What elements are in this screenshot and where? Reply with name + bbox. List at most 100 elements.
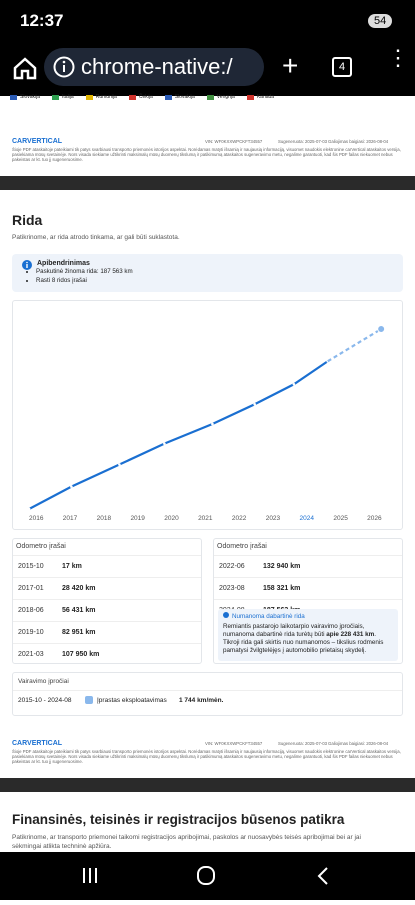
expires: Galiojimas baigiasi: 2026-08-04 (328, 139, 389, 144)
disclaimer: Šioje PDF ataskaitoje pateikiami tik pat… (12, 749, 401, 765)
flag: Rumunija (85, 94, 117, 100)
table-row: 2017-01 28 420 km (13, 577, 201, 599)
flag: Slovakija (164, 94, 195, 100)
recents-button[interactable] (83, 868, 97, 883)
mileage-line (327, 328, 382, 363)
x-tick-label: 2016 (29, 515, 44, 522)
mileage-chart: 2016 2017 2018 2019 2020 2021 2022 2023 2024 2025… (12, 300, 403, 530)
generated: Sugeneruota: 2025-07-03 (278, 139, 327, 144)
table-cell: 56 431 km (62, 607, 96, 614)
flag: Italija (52, 94, 74, 100)
home-nav-button[interactable] (197, 866, 215, 885)
section-title: Rida (12, 212, 43, 228)
data-point (253, 402, 256, 406)
logo: CARVERTICAL (12, 740, 63, 747)
flag-label: Italija (62, 94, 74, 100)
table-cell: 132 940 km (263, 563, 301, 570)
flag-icon (52, 94, 60, 100)
table-cell: 82 951 km (62, 629, 96, 636)
flag-icon (246, 94, 254, 100)
section-subtitle: Patikrinome, ar rida atrodo tinkama, ar … (12, 234, 180, 241)
table-row: 2019-10 82 951 km (13, 621, 201, 643)
flag: Vengrija (206, 94, 235, 100)
x-tick-label: 2023 (266, 515, 281, 522)
table-cell: 28 420 km (62, 585, 96, 592)
estimate-box: Numanoma dabartinė rida Remiantis pastar… (218, 609, 398, 661)
data-point (292, 382, 296, 386)
top-bar: 12:37 54 chrome-native:/ + 4 ⋮ (0, 0, 415, 96)
generated: Sugeneruota: 2025-07-03 (278, 741, 327, 746)
habits-title: Vairavimo įpročiai (18, 678, 69, 685)
table-cell: 2015-10 (18, 563, 44, 570)
table-title: Odometro įrašai (217, 543, 267, 550)
data-point (27, 507, 31, 511)
x-tick-label: 2022 (232, 515, 247, 522)
flag: Čekija (128, 94, 153, 100)
summary-title: Apibendrinimas (37, 260, 90, 267)
nav-bar (0, 852, 415, 900)
separator (0, 176, 415, 190)
estimate-highlight: apie 228 431 km (326, 631, 375, 638)
disclaimer: Šioje PDF ataskaitoje pateikiami tik pat… (12, 147, 401, 163)
vin: VIN: WF0KXXWPCKFT34557 (205, 741, 263, 746)
habits-swatch (85, 696, 93, 704)
x-tick-label: 2026 (367, 515, 382, 522)
table-cell: 107 950 km (62, 651, 100, 658)
estimate-after: . Tikroji rida gali skirtis nuo numanomo… (223, 631, 384, 654)
flag: Kanada (246, 94, 275, 100)
odometer-table: Odometro įrašai 2015-10 17 km 2017-01 28 420… (12, 538, 202, 664)
mileage-line (28, 360, 329, 510)
new-tab[interactable]: + (282, 50, 299, 81)
estimate-title-text: Numanoma dabartinė rida (232, 613, 305, 620)
x-tick-label: 2025 (333, 515, 348, 522)
x-tick-label: 2020 (164, 515, 179, 522)
back-button[interactable] (317, 867, 328, 885)
flag: Slovakija (10, 94, 40, 100)
table-cell: 17 km (62, 563, 82, 570)
x-tick-label: 2021 (198, 515, 213, 522)
separator (0, 778, 415, 792)
home-button[interactable] (12, 56, 38, 80)
table-row: 2022-06 132 940 km (214, 555, 402, 577)
table-cell: 2018-06 (18, 607, 44, 614)
x-tick-label: 2017 (63, 515, 78, 522)
battery: 54 (368, 14, 393, 28)
table-row: 2018-06 56 431 km (13, 599, 201, 621)
menu[interactable]: ⋮ (387, 45, 409, 70)
data-point (118, 463, 121, 466)
flag-label: Slovakija (174, 94, 195, 100)
summary-box: Apibendrinimas Paskutinė žinoma rida: 18… (12, 254, 403, 292)
nav-icons (83, 866, 328, 885)
url-box[interactable]: chrome-native:/ (44, 48, 264, 86)
habits-period: 2015-10 - 2024-08 (18, 697, 72, 704)
flag-label: Vengrija (216, 94, 235, 100)
summary-list: Paskutinė žinoma rida: 187 563 km Rasti … (26, 267, 326, 285)
data-point (70, 485, 73, 488)
flag-label: Kanada (256, 94, 275, 100)
flag-label: Čekija (138, 94, 153, 100)
table-cell: 2021-03 (18, 651, 44, 658)
habits-rate: 1 744 km/mėn. (179, 697, 224, 704)
x-tick-label: 2019 (130, 515, 145, 522)
info-icon (22, 260, 32, 270)
estimate-title: Numanoma dabartinė rida (223, 612, 393, 620)
table-cell: 158 321 km (263, 585, 301, 592)
table-cell: 2019-10 (18, 629, 44, 636)
data-point (377, 325, 386, 334)
section-title: Finansinės, teisinės ir registracijos bū… (12, 812, 345, 827)
url: chrome-native:/ (81, 54, 233, 79)
summary-item: Rasti 8 ridos įrašai (36, 276, 326, 285)
table-row: 2015-10 17 km (13, 555, 201, 577)
x-tick-label: 2024 (300, 515, 315, 522)
flag-icon (85, 94, 93, 100)
table-row: 2023-08 158 321 km (214, 577, 402, 599)
estimate-before: Remiantis pastarojo laikotarpio vairavim… (223, 623, 365, 638)
flag-icon (164, 94, 172, 100)
tab-count[interactable]: 4 (332, 57, 352, 77)
table-title: Odometro įrašai (16, 543, 66, 550)
flag-icon (128, 94, 136, 100)
expires: Galiojimas baigiasi: 2026-08-04 (328, 741, 389, 746)
table-cell: 2022-06 (219, 563, 245, 570)
table-cell: 2023-08 (219, 585, 245, 592)
